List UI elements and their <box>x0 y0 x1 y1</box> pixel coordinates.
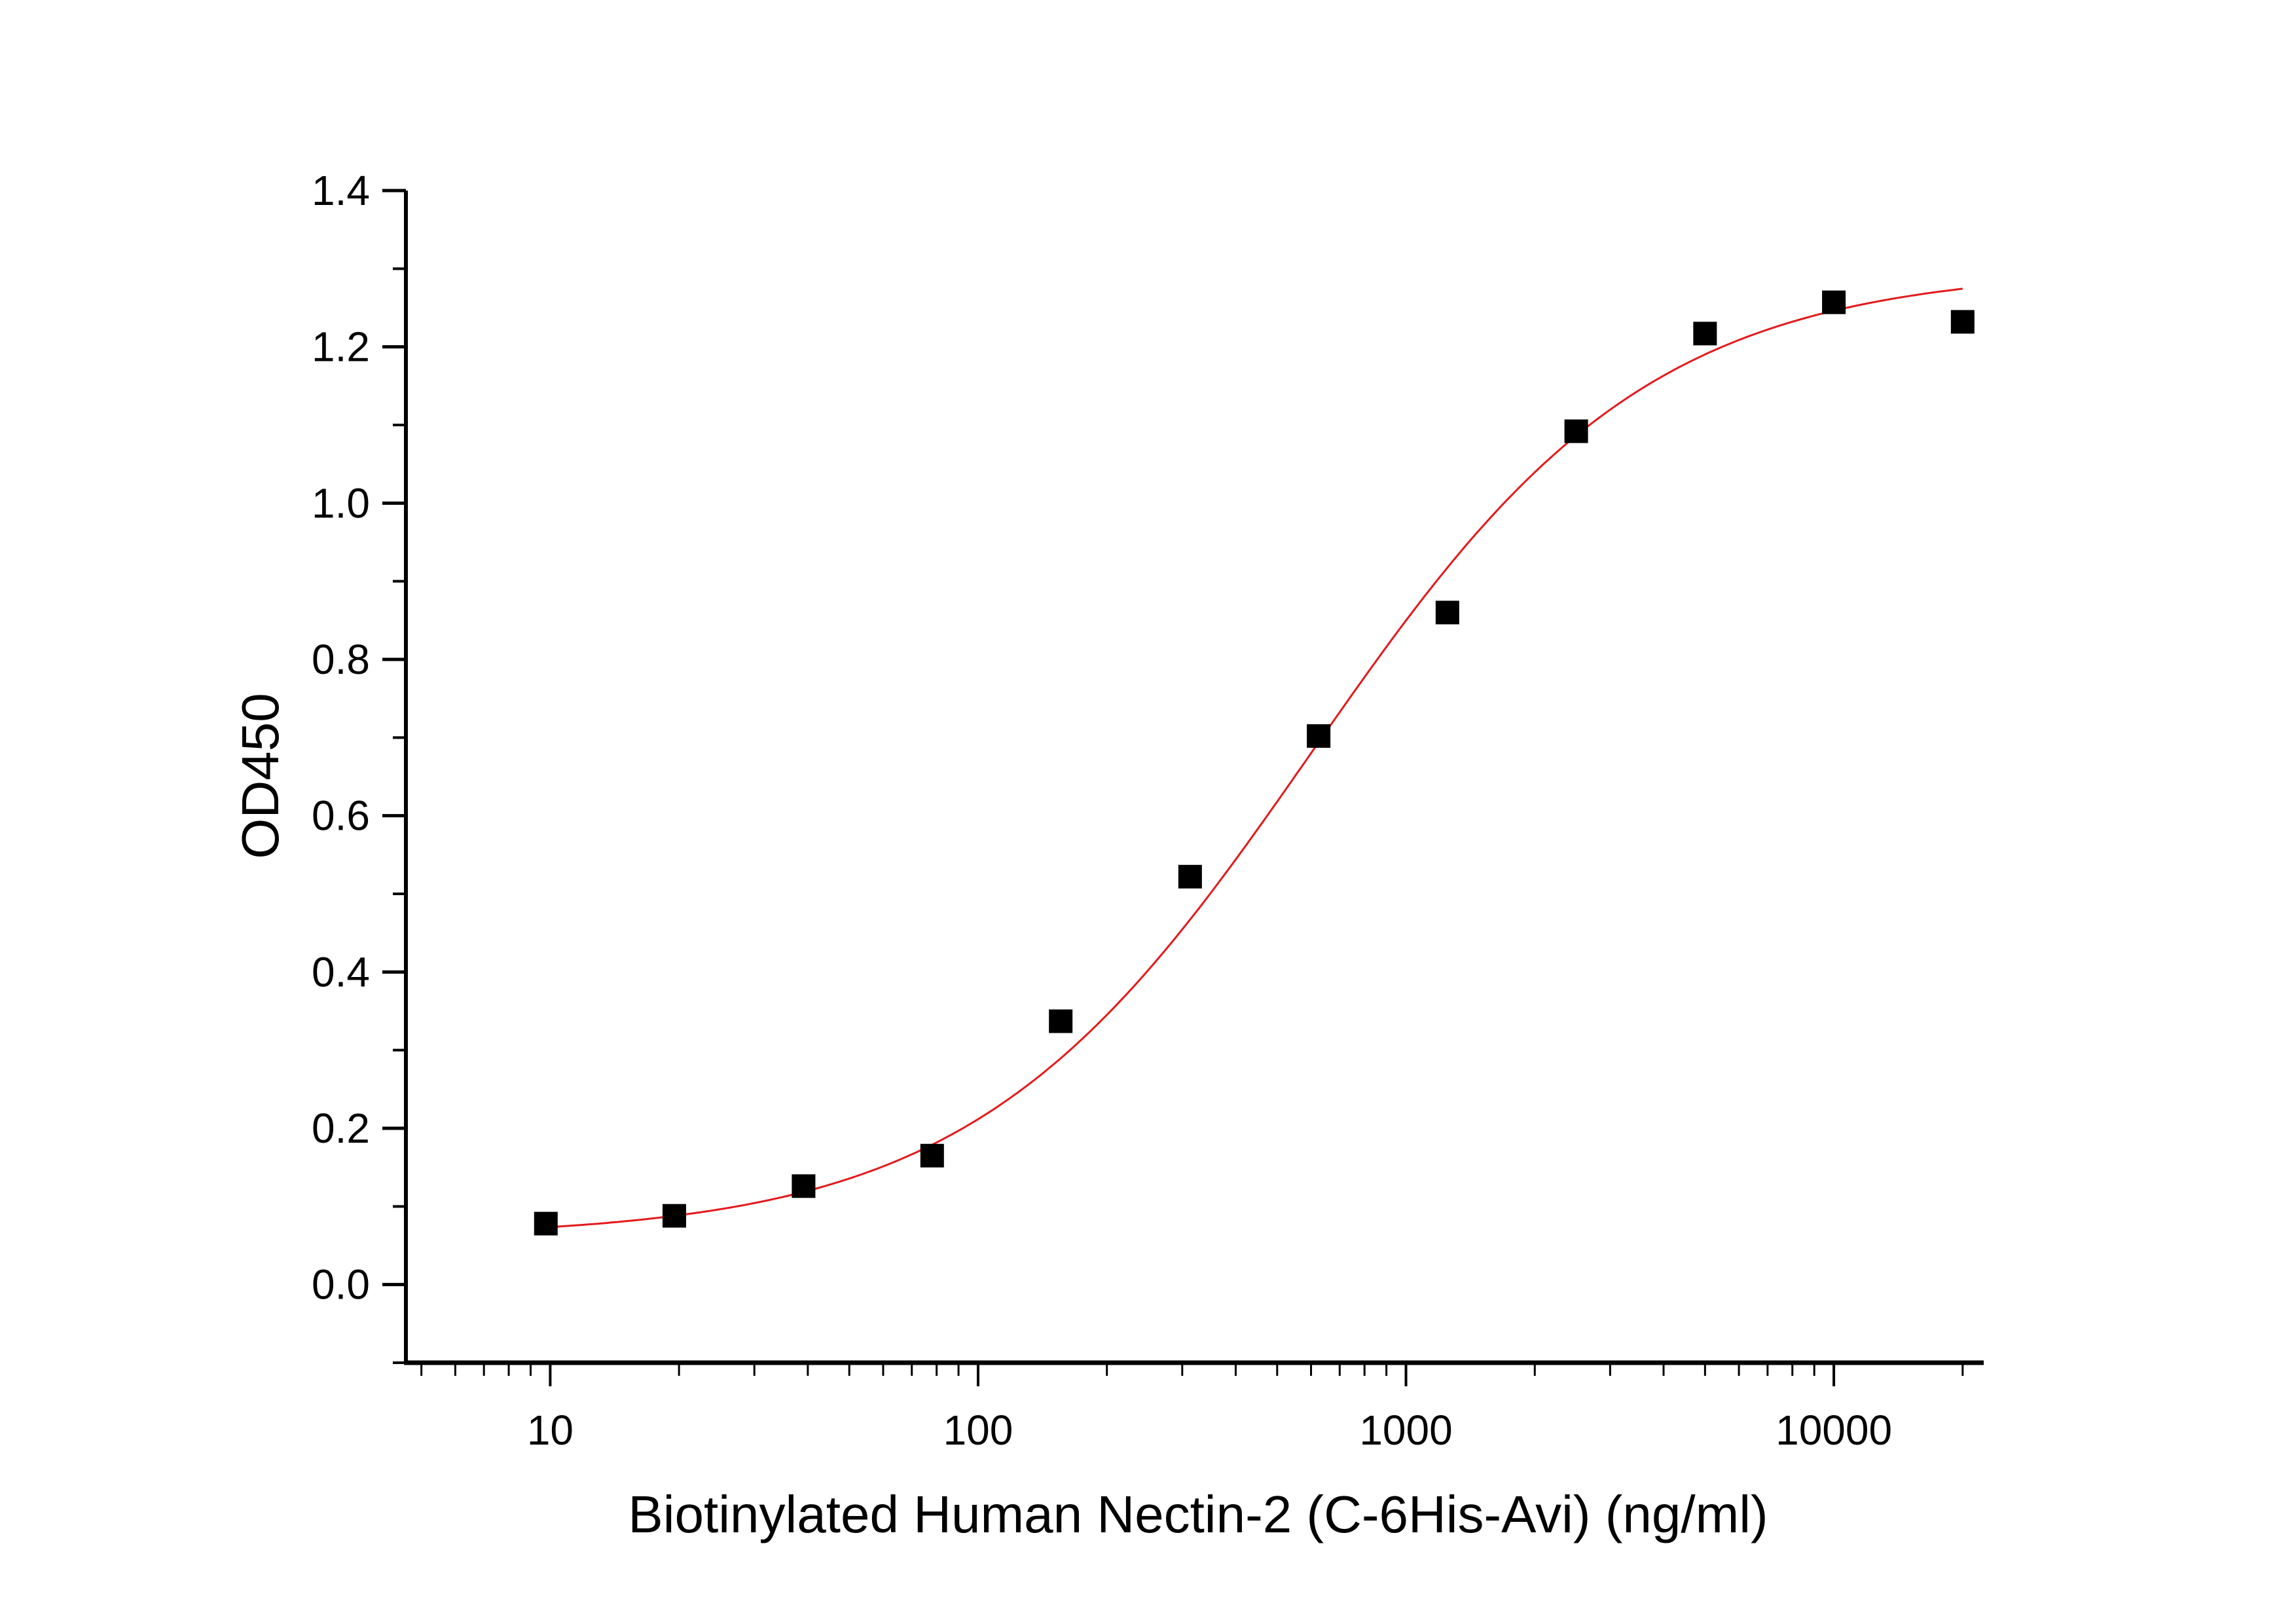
y-tick-label: 1.4 <box>312 167 370 214</box>
data-point <box>792 1174 816 1198</box>
y-tick-label: 0.8 <box>312 636 370 683</box>
x-tick-label: 100 <box>943 1407 1013 1454</box>
x-tick-label: 1000 <box>1359 1407 1452 1454</box>
data-point <box>534 1211 558 1236</box>
y-tick-label: 0.2 <box>312 1105 370 1152</box>
y-tick-label: 0.6 <box>312 792 370 840</box>
data-point <box>1307 724 1331 748</box>
data-points-layer <box>534 290 1975 1236</box>
data-point <box>1435 600 1459 625</box>
axes: 0.0 0.2 0.4 0.6 0.8 1.0 1.2 1.4 10 100 1000 10000 <box>312 167 1984 1454</box>
y-tick-label: 1.0 <box>312 479 370 526</box>
fit-curve <box>545 287 1963 1228</box>
data-point <box>920 1143 944 1168</box>
data-point <box>1822 290 1846 314</box>
x-axis-title: Biotinylated Human Nectin-2 (C-6His-Avi)… <box>628 1485 1768 1543</box>
data-point <box>1564 419 1588 443</box>
x-tick-label: 10 <box>527 1407 574 1454</box>
data-point <box>1950 310 1975 334</box>
x-tick-label: 10000 <box>1776 1407 1892 1454</box>
data-point <box>1049 1009 1073 1033</box>
y-tick-label: 1.2 <box>312 323 370 371</box>
y-tick-label: 0.4 <box>312 948 370 995</box>
y-axis-title: OD450 <box>231 693 289 858</box>
data-point <box>1693 322 1717 346</box>
data-point <box>662 1204 686 1228</box>
data-point <box>1178 864 1202 889</box>
y-tick-label: 0.0 <box>312 1261 370 1308</box>
fit-curve-layer <box>545 287 1963 1228</box>
